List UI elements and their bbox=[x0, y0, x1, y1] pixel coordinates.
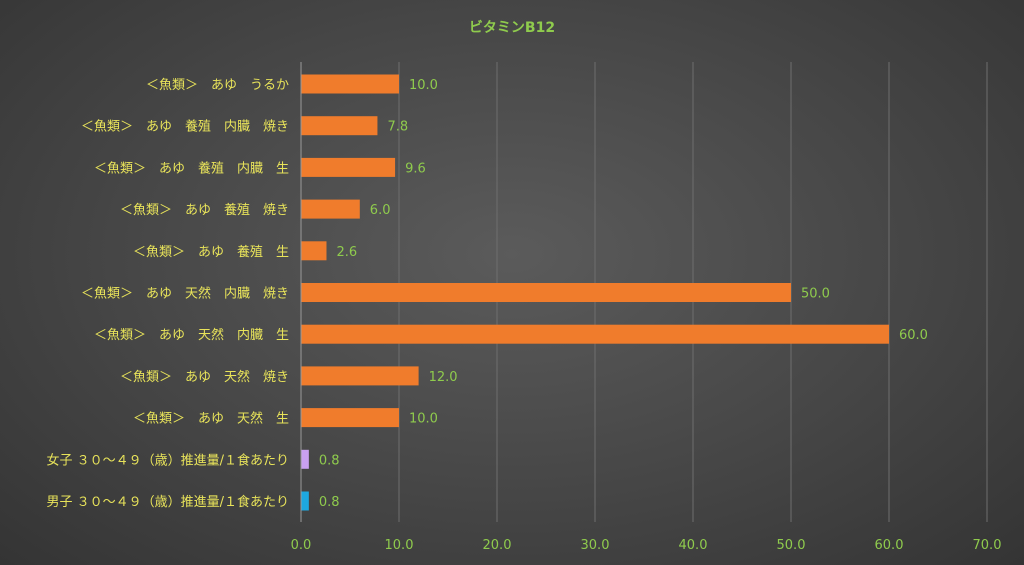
x-tick-label: 60.0 bbox=[875, 538, 904, 553]
bars bbox=[301, 74, 889, 511]
bar bbox=[301, 157, 396, 177]
category-label: ＜魚類＞ あゆ うるか bbox=[146, 78, 289, 93]
category-label: ＜魚類＞ あゆ 天然 内臓 生 bbox=[94, 327, 289, 343]
bar-value-label: 0.8 bbox=[319, 495, 340, 510]
bar-value-label: 12.0 bbox=[429, 370, 458, 385]
category-label: ＜魚類＞ あゆ 養殖 内臓 生 bbox=[94, 160, 289, 176]
bar-value-label: 10.0 bbox=[409, 412, 438, 427]
x-tick-label: 40.0 bbox=[679, 538, 708, 553]
bar-value-label: 0.8 bbox=[319, 453, 340, 468]
bar-value-label: 6.0 bbox=[370, 203, 391, 218]
category-label: ＜魚類＞ あゆ 天然 内臓 焼き bbox=[81, 286, 289, 302]
category-label: ＜魚類＞ あゆ 天然 生 bbox=[133, 411, 289, 427]
x-tick-label: 10.0 bbox=[385, 538, 414, 553]
x-tick-label: 70.0 bbox=[973, 538, 1002, 553]
category-label: ＜魚類＞ あゆ 養殖 焼き bbox=[120, 202, 289, 218]
category-label: 男子 ３０～４９（歳）推進量/１食あたり bbox=[46, 494, 289, 510]
bar-value-label: 9.6 bbox=[405, 161, 426, 176]
x-tick-label: 50.0 bbox=[777, 538, 806, 553]
bar bbox=[301, 408, 399, 428]
category-label: ＜魚類＞ あゆ 天然 焼き bbox=[120, 369, 289, 385]
bar-value-label: 10.0 bbox=[409, 78, 438, 93]
category-label: 女子 ３０～４９（歳）推進量/１食あたり bbox=[46, 452, 289, 468]
bar bbox=[301, 491, 309, 511]
bar-value-label: 50.0 bbox=[801, 287, 830, 302]
x-tick-label: 30.0 bbox=[581, 538, 610, 553]
data-labels: 10.0 7.8 9.6 6.0 2.6 50.0 60.0 12.0 10.0 0.8 0.8 bbox=[319, 78, 928, 510]
category-label: ＜魚類＞ あゆ 養殖 内臓 焼き bbox=[81, 119, 289, 135]
chart-title: ビタミンB12 bbox=[469, 20, 555, 36]
bar-value-label: 60.0 bbox=[899, 328, 928, 343]
x-tick-label: 0.0 bbox=[291, 538, 312, 553]
bar-value-label: 2.6 bbox=[336, 245, 357, 260]
bar bbox=[301, 74, 399, 94]
x-tick-label: 20.0 bbox=[483, 538, 512, 553]
bar-value-label: 7.8 bbox=[387, 120, 408, 135]
bar bbox=[301, 366, 419, 386]
category-label: ＜魚類＞ あゆ 養殖 生 bbox=[133, 244, 289, 260]
bar bbox=[301, 116, 378, 136]
x-axis-tick-labels: 0.0 10.0 20.0 30.0 40.0 50.0 60.0 70.0 bbox=[291, 538, 1002, 553]
bar bbox=[301, 449, 309, 469]
category-labels: ＜魚類＞ あゆ うるか ＜魚類＞ あゆ 養殖 内臓 焼き ＜魚類＞ あゆ 養殖 内臓… bbox=[46, 78, 289, 510]
bar bbox=[301, 324, 889, 344]
bar bbox=[301, 241, 327, 261]
bar bbox=[301, 283, 791, 302]
bar bbox=[301, 199, 360, 219]
